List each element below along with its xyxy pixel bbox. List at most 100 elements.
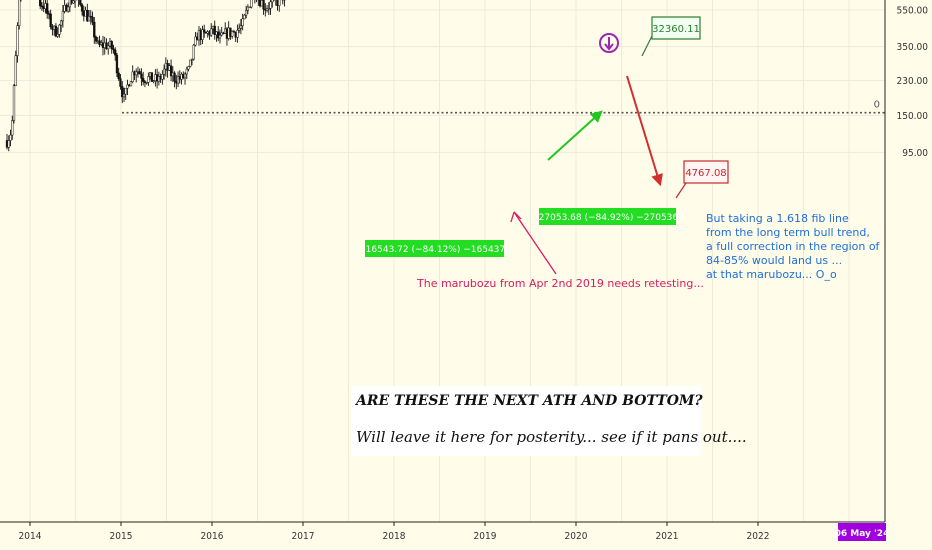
candles (5, 0, 286, 152)
candle-body (46, 3, 49, 14)
overlays: 32360.11 4767.08 −16543.72 (−84.12%) −1654… (358, 16, 729, 275)
x-axis[interactable]: 2014 2015 2016 2017 2018 2019 2020 2021 2022 (19, 522, 770, 542)
candle-body (56, 34, 59, 37)
y-tick-label: 550.00 (897, 5, 929, 16)
candle-body (162, 68, 166, 75)
candle-body (218, 34, 222, 39)
candle-body (70, 0, 73, 4)
candle-body (122, 93, 126, 98)
candle-body (201, 29, 204, 40)
candle-body (89, 15, 92, 18)
candle-body (244, 10, 248, 16)
candle-body (140, 73, 143, 79)
candle-body (114, 49, 117, 56)
candle-body (117, 72, 120, 79)
x-tick-label: 2014 (19, 531, 42, 542)
ath-price-pointer (641, 35, 653, 57)
candle-body (14, 55, 17, 86)
red-arrow (626, 75, 663, 187)
candle-body (250, 0, 253, 8)
posterity-text: Will leave it here for posterity... see … (356, 428, 747, 446)
candle-body (110, 41, 113, 50)
fib-note-line: a full correction in the region of (706, 240, 881, 253)
bottom-price-box (683, 160, 729, 184)
candle-body (246, 6, 250, 11)
down-arrow-circle-icon (599, 33, 619, 53)
candle-body (54, 25, 58, 37)
candle-body (86, 9, 89, 22)
candle-body (18, 0, 21, 26)
candle-body (271, 0, 274, 3)
bottom-price-text: 4767.08 (685, 168, 726, 179)
candle-body (147, 76, 150, 83)
candle-body (119, 78, 122, 87)
candle-body (238, 28, 241, 31)
candle-body (115, 54, 119, 74)
candle-body (173, 72, 176, 82)
marubozu-pointer (513, 211, 557, 275)
ath-price-text: 32360.11 (652, 24, 700, 35)
measure-label-bg (539, 208, 676, 225)
candle-body (66, 6, 70, 12)
fib-note-line: 84-85% would land us ... (706, 254, 842, 267)
candle-body (129, 81, 133, 87)
candle-body (131, 71, 134, 83)
candle-body (231, 31, 234, 37)
candle-body (143, 81, 147, 83)
candle-body (194, 36, 197, 46)
candle-body (192, 44, 195, 60)
candle-body (93, 21, 96, 38)
y-axis-panel (885, 0, 932, 522)
bottom-price-pointer (675, 182, 687, 199)
candle-body (121, 86, 124, 98)
fib-levels: 1.61810.2360 (122, 100, 885, 114)
candle-body (79, 0, 82, 5)
candle-body (190, 58, 194, 61)
candle-body (9, 134, 12, 141)
y-tick-label: 95.00 (902, 148, 928, 159)
candle-body (150, 72, 154, 82)
candle-body (72, 0, 75, 4)
marubozu-note: The marubozu from Apr 2nd 2019 needs ret… (416, 277, 704, 290)
candle-body (267, 8, 270, 10)
candle-body (161, 73, 164, 80)
measure-label-text: −16543.72 (−84.12%) −1654372 (358, 245, 511, 255)
question-text: ARE THESE THE NEXT ATH AND BOTTOM? (354, 393, 703, 409)
x-tick-label: 2017 (292, 531, 315, 542)
candle-body (12, 85, 16, 121)
candle-body (189, 59, 192, 67)
y-tick-label: 150.00 (897, 111, 929, 122)
candle-body (241, 18, 244, 26)
x-tick-label: 2018 (383, 531, 406, 542)
candle-body (135, 71, 138, 76)
measure-label-1: −16543.72 (−84.12%) −1654372 (358, 240, 511, 257)
candle-body (107, 45, 110, 50)
candle-body (11, 120, 14, 136)
y-tick-label: 230.00 (897, 76, 929, 87)
candle-body (87, 15, 91, 22)
candle-body (213, 25, 216, 35)
candle-body (243, 14, 246, 20)
candle-body (94, 36, 98, 42)
date-badge-label: 06 May '24 (835, 529, 890, 539)
candle-body (61, 11, 65, 22)
candle-body (262, 0, 265, 10)
x-tick-label: 2016 (201, 531, 224, 542)
candle-body (169, 65, 173, 77)
fib-note-line: from the long term bull trend, (706, 226, 870, 239)
candle-body (187, 66, 190, 70)
measure-label-2: −27053.68 (−84.92%) −2705368 (531, 208, 684, 225)
candle-body (152, 80, 155, 82)
candle-body (39, 0, 42, 7)
candle-body (7, 140, 10, 148)
candle-body (91, 16, 94, 23)
candle-body (220, 32, 223, 36)
candle-body (59, 20, 63, 26)
y-axis[interactable]: 65000.0041000.0026000.0016000.006000.003… (885, 0, 932, 159)
bottom-price-label: 4767.08 (675, 160, 729, 199)
fib-note-line: But taking a 1.618 fib line (706, 212, 849, 225)
candle-body (232, 31, 236, 33)
fib-level-label: 0 (874, 100, 880, 111)
